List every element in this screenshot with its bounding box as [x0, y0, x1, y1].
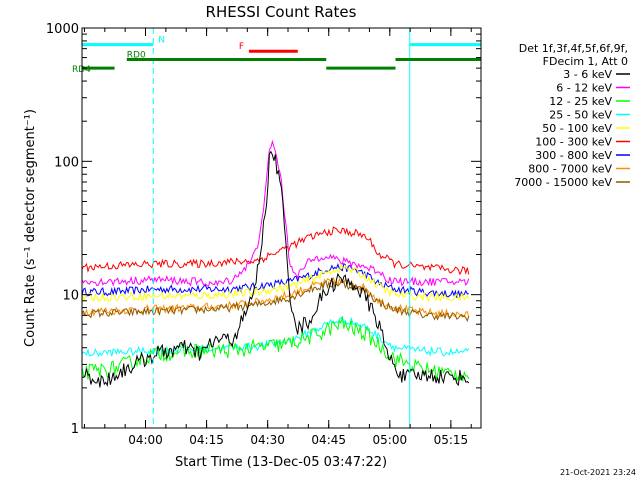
y-tick-label: 10	[62, 289, 79, 304]
y-tick-label: 1	[71, 422, 79, 437]
legend-entry-label: 12 - 25 keV	[549, 95, 612, 108]
series-layer	[81, 139, 470, 388]
series-line-4	[81, 262, 470, 302]
legend-entry-label: 3 - 6 keV	[563, 68, 612, 81]
y-axis: 1 10 100 1000	[46, 22, 481, 437]
x-tick-label: 05:15	[434, 433, 469, 447]
legend-header: FDecim 1, Att 0	[543, 55, 628, 68]
series-line-6	[81, 262, 469, 299]
y-tick-label: 1000	[46, 22, 79, 37]
chart-title: RHESSI Count Rates	[206, 3, 357, 21]
y-axis-label: Count Rate (s⁻¹ detector segment⁻¹)	[23, 109, 38, 347]
legend-entry-label: 300 - 800 keV	[535, 149, 612, 162]
x-tick-label: 05:00	[373, 433, 408, 447]
flare-bar-label: F	[239, 42, 244, 52]
series-line-5	[81, 226, 470, 276]
plot-frame	[81, 27, 482, 429]
x-tick-label: 04:15	[189, 433, 224, 447]
saa-bar-label: RD0	[127, 51, 146, 61]
legend-entry-label: 25 - 50 keV	[549, 109, 612, 122]
series-line-8	[81, 280, 470, 323]
x-tick-label: 04:00	[128, 433, 163, 447]
legend: Det 1f,3f,4f,5f,6f,9f,FDecim 1, Att 03 -…	[514, 42, 630, 189]
series-line-1	[81, 139, 470, 288]
legend-entry-label: 50 - 100 keV	[542, 122, 612, 135]
legend-entry-label: 100 - 300 keV	[535, 136, 612, 149]
x-tick-label: 04:45	[311, 433, 346, 447]
x-tick-label: 04:30	[250, 433, 285, 447]
x-axis: 04:00 04:15 04:30 04:45 05:00 05:15	[83, 28, 472, 447]
x-axis-label: Start Time (13-Dec-05 03:47:22)	[175, 455, 387, 470]
series-line-3	[81, 315, 470, 358]
series-line-7	[81, 276, 470, 319]
legend-entry-label: 7000 - 15000 keV	[514, 176, 612, 189]
footer-timestamp: 21-Oct-2021 23:24	[560, 468, 636, 477]
night-bar-label: N	[158, 36, 165, 46]
legend-header: Det 1f,3f,4f,5f,6f,9f,	[519, 42, 628, 55]
y-tick-label: 100	[54, 155, 79, 170]
legend-entry-label: 6 - 12 keV	[556, 82, 612, 95]
series-line-0	[81, 150, 470, 388]
legend-entry-label: 800 - 7000 keV	[528, 163, 612, 176]
